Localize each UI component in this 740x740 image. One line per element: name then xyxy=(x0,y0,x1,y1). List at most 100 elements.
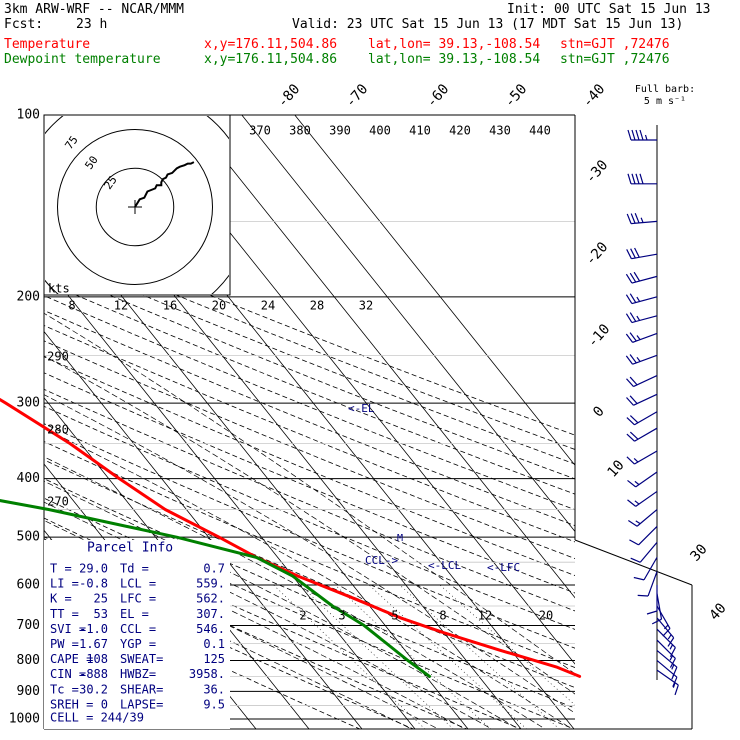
temperature-legend: Temperature xyxy=(4,37,91,52)
isotherm-label: -50 xyxy=(502,81,531,111)
wind-barb xyxy=(646,585,658,615)
parcel-origin-marker: M xyxy=(397,533,403,544)
wind-barb-half-flag xyxy=(644,134,648,141)
parcel-param-value: 25 xyxy=(94,592,108,606)
dewpoint-trace xyxy=(0,499,432,678)
wind-barb-shaft xyxy=(631,275,658,284)
parcel-param-value: 53 xyxy=(94,607,108,621)
wind-barb-shaft xyxy=(635,471,658,488)
theta-label: 420 xyxy=(449,124,471,138)
wind-barb-flag xyxy=(629,376,638,386)
dry-adiabat xyxy=(44,226,575,436)
hodograph-ring-label: 75 xyxy=(62,134,80,152)
hodograph-speed-tick: 12 xyxy=(114,299,128,313)
wind-barb-flag xyxy=(669,658,676,668)
pressure-label: 500 xyxy=(17,530,40,545)
wind-barb-flag xyxy=(629,332,637,342)
dry-adiabat xyxy=(44,441,575,669)
parcel-param-value: 108 xyxy=(86,652,108,666)
parcel-cell: CELL = 244/39 xyxy=(50,711,144,725)
wind-barb xyxy=(625,293,658,305)
temperature-station: stn=GJT ,72476 xyxy=(560,37,670,52)
wind-barb-half-flag xyxy=(667,634,672,640)
wind-barb-flag xyxy=(625,313,633,323)
dewpoint-station: stn=GJT ,72476 xyxy=(560,52,670,67)
dry-adiabat xyxy=(44,478,575,709)
dewpoint-latlon: lat,lon= 39.13,-108.54 xyxy=(368,52,541,67)
parcel-param-label: CAPE = xyxy=(50,652,93,666)
parcel-param-label: PW = xyxy=(50,637,79,651)
wind-barb-half-flag xyxy=(634,480,640,486)
dewpoint-legend: Dewpoint temperature xyxy=(4,52,161,67)
wind-barb-shaft xyxy=(656,639,676,659)
parcel-param-label: SWEAT= xyxy=(120,652,163,666)
mixing-ratio-label: 12 xyxy=(478,609,492,623)
mixing-ratio-label: 8 xyxy=(439,609,446,623)
wind-barb xyxy=(656,669,679,696)
theta-side-label: 290 xyxy=(47,350,69,364)
parcel-param-label: LAPSE= xyxy=(120,697,163,711)
wind-barb-half-flag xyxy=(672,682,676,688)
wind-barb xyxy=(625,332,658,343)
wind-barb xyxy=(626,374,658,388)
init-time: Init: 00 UTC Sat 15 Jun 13 xyxy=(507,2,711,17)
mixing-ratio-line xyxy=(299,584,454,729)
wind-barb-half-flag xyxy=(635,520,641,525)
parcel-param-value: -1.0 xyxy=(79,622,108,636)
hodograph-speed-tick: 8 xyxy=(68,299,75,313)
full-barb-value: 5 m s⁻¹ xyxy=(644,96,686,107)
mixing-ratio-line xyxy=(368,584,528,729)
parcel-param-value: 0.7 xyxy=(203,562,225,576)
pressure-label: 700 xyxy=(17,618,40,633)
hodograph-ring-label: 50 xyxy=(82,154,100,172)
header: 3km ARW-WRF -- NCAR/MMM Init: 00 UTC Sat… xyxy=(0,0,740,70)
ccl-annotation: CCL-> xyxy=(365,554,398,567)
parcel-param-value: 546. xyxy=(196,622,225,636)
isotherm-line xyxy=(188,115,575,599)
wind-barb-flag xyxy=(625,333,634,343)
dry-adiabat xyxy=(44,423,575,649)
parcel-param-label: Td = xyxy=(120,562,149,576)
wind-barb-shaft xyxy=(656,669,679,686)
wind-barb-flag xyxy=(627,173,632,184)
full-barb-label: Full barb: xyxy=(635,84,695,95)
parcel-param-label: YGP = xyxy=(120,637,156,651)
wind-barb xyxy=(625,271,658,284)
wind-barb-shaft xyxy=(634,427,658,442)
parcel-param-value: 29.0 xyxy=(79,562,108,576)
wind-barb-shaft xyxy=(633,393,658,406)
forecast-label: Fcst: xyxy=(4,17,44,32)
dry-adiabat xyxy=(44,325,575,543)
wind-barb-flag xyxy=(625,355,634,365)
hodograph-speed-tick: 16 xyxy=(163,299,177,313)
dry-adiabat xyxy=(44,309,575,527)
parcel-param-label: T = xyxy=(50,562,72,576)
temperature-latlon: lat,lon= 39.13,-108.54 xyxy=(368,37,541,52)
wind-barb xyxy=(637,571,658,597)
theta-label: 380 xyxy=(289,124,311,138)
wind-barb-flag xyxy=(625,273,633,284)
wind-barb-flag xyxy=(674,684,679,696)
hodograph-speed-tick: 20 xyxy=(212,299,226,313)
wind-barb-flag xyxy=(629,539,639,546)
wind-barb-shaft xyxy=(631,296,658,305)
parcel-param-label: LCL = xyxy=(120,577,156,591)
wind-barb-shaft xyxy=(635,490,658,507)
el-annotation: <-EL xyxy=(348,402,375,415)
wind-barb-flag xyxy=(627,479,637,488)
wind-barb-half-flag xyxy=(636,315,641,321)
wind-barb-shaft xyxy=(636,509,658,527)
wind-barb-flag xyxy=(639,173,644,184)
wind-barb xyxy=(628,509,658,527)
parcel-param-value: 3958. xyxy=(189,667,225,681)
wind-barb-flag xyxy=(626,456,635,465)
wind-barb-flag xyxy=(635,129,640,141)
wind-barb-shaft xyxy=(631,253,658,260)
wind-barb xyxy=(626,450,658,465)
wind-barb xyxy=(627,129,657,141)
wind-barb-shaft xyxy=(656,605,671,629)
parcel-param-label: TT = xyxy=(50,607,79,621)
wind-barb-flag xyxy=(633,271,641,282)
wind-barb-shaft xyxy=(656,660,678,678)
wind-barb-flag xyxy=(629,395,638,404)
